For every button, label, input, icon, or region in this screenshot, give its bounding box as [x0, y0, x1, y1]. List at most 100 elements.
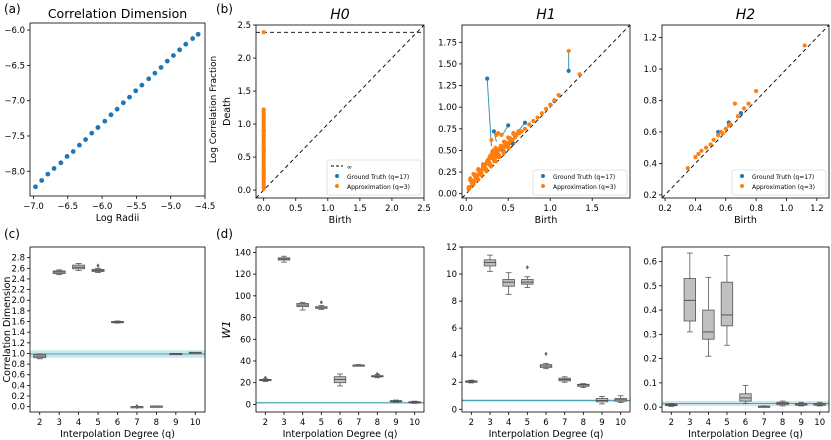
chart-c-boxplot: 2 3 4 5 6 7 8 9 10 0.00.20.40.60.81.01.21.41.61.8…	[2, 246, 206, 440]
chart-d-h2-ytick-label: 0.5	[643, 282, 657, 292]
chart-b-h0-title: H0	[330, 7, 350, 23]
chart-c-xtick-label: 3	[56, 418, 61, 428]
chart-a-point	[83, 137, 88, 142]
chart-a-point	[102, 118, 108, 124]
chart-c-xtick-label: 2	[37, 418, 42, 428]
chart-a-point	[171, 53, 176, 58]
chart-b-h0-xtick-label: 0.5	[289, 204, 303, 214]
chart-b-h0-xtick-label: 1.0	[321, 204, 335, 214]
chart-a-point	[45, 171, 51, 177]
chart-a-xtick-label: −6.0	[92, 202, 113, 212]
chart-b-h0-ylabel: Death	[222, 97, 233, 126]
chart-b-h2-approximation-point	[708, 142, 713, 147]
chart-d-h1-ytick-label: 8	[452, 297, 457, 307]
chart-b-h2-diagonal	[661, 24, 830, 199]
chart-b-h0-ytick-label: 2.5	[237, 21, 251, 31]
chart-b-h2-title: H2	[736, 7, 756, 23]
panel-label-a: (a)	[4, 2, 21, 16]
chart-d-h1-ytick-label: 6	[452, 324, 457, 334]
chart-b-h1-approximation-point	[488, 163, 494, 168]
chart-d-w1-xtick-label: 5	[319, 418, 324, 428]
chart-b-h0-ytick-label: 1.5	[237, 87, 251, 97]
chart-a-ytick-label: −6.0	[4, 26, 25, 36]
chart-a-point	[108, 112, 114, 118]
chart-c-outlier	[96, 263, 100, 268]
chart-d-h2-ytick-label: 0.6	[643, 258, 657, 268]
chart-b-h1-approximation-point	[484, 167, 489, 172]
chart-a-point	[77, 142, 82, 148]
chart-b-h2-approximation-point	[699, 148, 704, 153]
chart-d-w1-ytick-label: 140	[235, 248, 251, 258]
chart-b-h0-persistence-diagram: H0 0.0 0.5 1.0 1.5 2.0 2.5 0.0 0.5 1.0 1.5 2.0 2.5 Bi…	[222, 7, 431, 226]
chart-b-h1-persistence-diagram: H1 0.0 0.5 1.0 1.5 0.00 0.25 0.50 0.75 1.00 1.25 1.…	[438, 7, 631, 226]
chart-b-h1-axes-frame	[461, 24, 631, 199]
chart-d-h1-ytick-label: 12	[446, 243, 457, 253]
chart-d-h2-xlabel: Interpolation Degree (q)	[688, 429, 803, 440]
chart-b-h1-title: H1	[536, 7, 555, 23]
chart-b-h1-approximation-point	[552, 98, 557, 103]
chart-a-point	[190, 36, 196, 41]
chart-b-h1-ytick-label: 1.00	[438, 103, 457, 113]
chart-b-h1-ground-truth-point	[506, 123, 511, 128]
chart-d-h2-xtick-label: 4	[706, 418, 711, 428]
chart-a-point	[177, 47, 183, 53]
chart-a-point	[95, 125, 101, 130]
chart-a-point	[58, 160, 64, 166]
chart-a-xtick-label: −7.0	[23, 202, 44, 212]
chart-d-h1-xtick-label: 7	[562, 418, 567, 428]
chart-b-h1-ground-truth-point	[522, 120, 528, 125]
chart-d-h2-box	[702, 309, 715, 340]
chart-b-h1-approximation-point	[556, 92, 561, 98]
chart-b-h0-legend-box	[326, 159, 422, 196]
chart-d-h2-xtick-label: 8	[780, 418, 785, 428]
chart-a-xtick-label: −5.5	[126, 202, 147, 212]
chart-b-h2-approximation-point	[732, 101, 737, 106]
chart-d-w1-ytick-label: 0	[246, 400, 251, 410]
chart-c-ytick-label: 1.8	[11, 307, 25, 317]
chart-c-ytick-label: 0.4	[11, 381, 25, 391]
chart-correlation-dimension: Correlation Dimension −7.0 −6.5 −6.0 −5.5 −5.…	[4, 6, 219, 224]
chart-d-h1-ytick-label: 10	[446, 270, 457, 280]
chart-b-h2-ground-truth-point	[716, 129, 721, 135]
chart-b-h1-xtick-label: 1.5	[585, 204, 599, 214]
chart-b-h2-ytick-label: 1.2	[643, 34, 657, 44]
chart-b-h1-approximation-point	[535, 115, 540, 120]
chart-b-h2-approximation-point	[711, 137, 716, 142]
chart-b-h2-approximation-point	[696, 151, 701, 157]
chart-d-h1-xtick-label: 9	[599, 418, 604, 428]
chart-d-h1-xtick-label: 8	[581, 418, 586, 428]
chart-b-h1-approximation-point	[493, 145, 498, 150]
chart-a-point	[89, 130, 95, 136]
chart-d-w1-xtick-label: 2	[263, 418, 268, 428]
chart-b-h1-approximation-point	[474, 176, 479, 181]
chart-a-ytick-label: −7.0	[4, 97, 25, 107]
chart-b-h2-approximation-point	[703, 145, 709, 150]
chart-a-xlabel: Log Radii	[96, 213, 140, 224]
chart-b-h2-ytick-label: 0.6	[643, 128, 657, 138]
chart-a-xtick-label: −4.5	[195, 202, 216, 212]
chart-b-h0-ytick-label: 0.0	[237, 186, 251, 196]
chart-b-h0-axes-frame	[255, 24, 425, 199]
chart-b-h1-approximation-point	[506, 135, 511, 140]
chart-a-point	[33, 184, 38, 190]
chart-b-h2-ytick-label: 0.4	[643, 159, 657, 169]
chart-c-outlier	[135, 403, 139, 409]
chart-d-h2-xtick-label: 6	[743, 418, 748, 428]
chart-d-h1-box	[502, 279, 515, 287]
chart-d-w1-ytick-label: 60	[240, 335, 251, 345]
chart-d-w1-ytick-label: 20	[240, 379, 251, 389]
chart-a-xtick-label: −5.0	[160, 202, 181, 212]
chart-d-h2-ytick-label: 0.1	[643, 379, 657, 389]
chart-b-h1-ytick-label: 0.25	[438, 168, 457, 178]
chart-d-h1-axes-frame	[461, 246, 631, 413]
chart-b-h2-legend-marker	[740, 174, 744, 178]
chart-d-h1-xlabel: Interpolation Degree (q)	[489, 429, 604, 440]
chart-b-h0-ytick-label: 2.0	[237, 54, 251, 64]
chart-b-h2-xtick-label: 0.6	[719, 204, 733, 214]
chart-a-point	[114, 106, 120, 112]
chart-b-h1-approximation-point	[539, 111, 544, 116]
chart-b-h1-diagonal	[461, 24, 631, 199]
chart-d-h2-xtick-label: 2	[669, 418, 674, 428]
chart-b-h2-approximation-point	[693, 155, 698, 160]
